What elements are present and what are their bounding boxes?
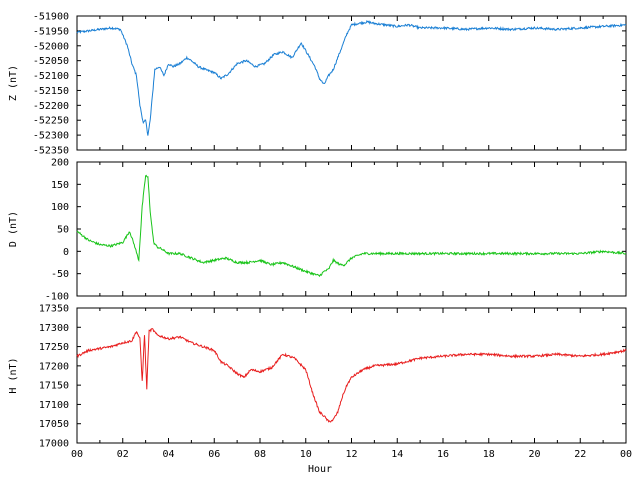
y-tick-label: -52000 [33,41,69,52]
panel-frame [76,307,627,444]
y-tick-label: -52250 [33,116,69,127]
y-tick-label: 17250 [39,342,69,353]
panel-d: 200 150 100 50 0 -50 -100 D (nT) [8,158,627,303]
y-tick-label: -52150 [33,86,69,97]
y-tick-label: 100 [51,202,69,213]
y-tick-label: -52300 [33,131,69,142]
y-tick-label: -100 [45,292,69,303]
panel-z: -51900 -51950 -52000 -52050 -52100 -52150 -522… [8,12,627,157]
y-tick-label: 17150 [39,381,69,392]
x-tick-label: 16 [437,449,449,460]
y-tick-label: -51950 [33,26,69,37]
x-axis-label: Hour [308,464,332,475]
y-tick-label: 17200 [39,361,69,372]
y-tick-label: 17100 [39,400,69,411]
y-tick-label: 200 [51,158,69,169]
panel-frame [76,15,627,151]
y-axis-label: Z (nT) [8,65,19,101]
series-line-h [76,327,627,423]
x-tick-label: 20 [528,449,540,460]
y-tick-label: 50 [57,225,69,236]
y-tick-label: 150 [51,180,69,191]
x-tick-label: 02 [117,449,129,460]
y-tick-label: -51900 [33,12,69,23]
x-tick-label: 10 [300,449,312,460]
y-tick-label: -50 [51,269,69,280]
x-tick-label: 04 [162,449,174,460]
x-tick-label: 18 [483,449,495,460]
y-axis-label: H (nT) [8,357,19,393]
x-tick-label: 00 [71,449,83,460]
y-tick-label: -52350 [33,146,69,157]
x-tick-label: 00 [620,449,632,460]
y-tick-label: 17050 [39,419,69,430]
x-tick-label: 14 [391,449,403,460]
y-tick-label: 0 [63,247,69,258]
x-tick-label: 08 [254,449,266,460]
y-tick-label: -52200 [33,101,69,112]
y-tick-label: 17000 [39,439,69,450]
x-tick-label: 22 [574,449,586,460]
series-line-d [76,174,627,278]
panel-frame [76,161,627,297]
chart-panels: -51900 -51950 -52000 -52050 -52100 -52150 -522… [8,12,632,461]
y-tick-label: -52100 [33,71,69,82]
panel-h: 17350 17300 17250 17200 17150 17100 17050 17000… [8,304,627,450]
x-tick-label: 06 [208,449,220,460]
y-tick-label: -52050 [33,56,69,67]
x-tick-label: 12 [345,449,357,460]
y-tick-label: 17350 [39,304,69,315]
y-axis-label: D (nT) [8,211,19,247]
series-line-z [76,19,627,136]
y-tick-label: 17300 [39,323,69,334]
